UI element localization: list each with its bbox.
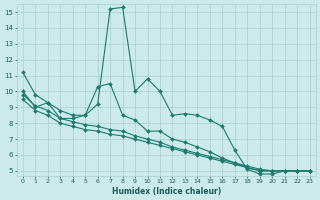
- X-axis label: Humidex (Indice chaleur): Humidex (Indice chaleur): [112, 187, 221, 196]
